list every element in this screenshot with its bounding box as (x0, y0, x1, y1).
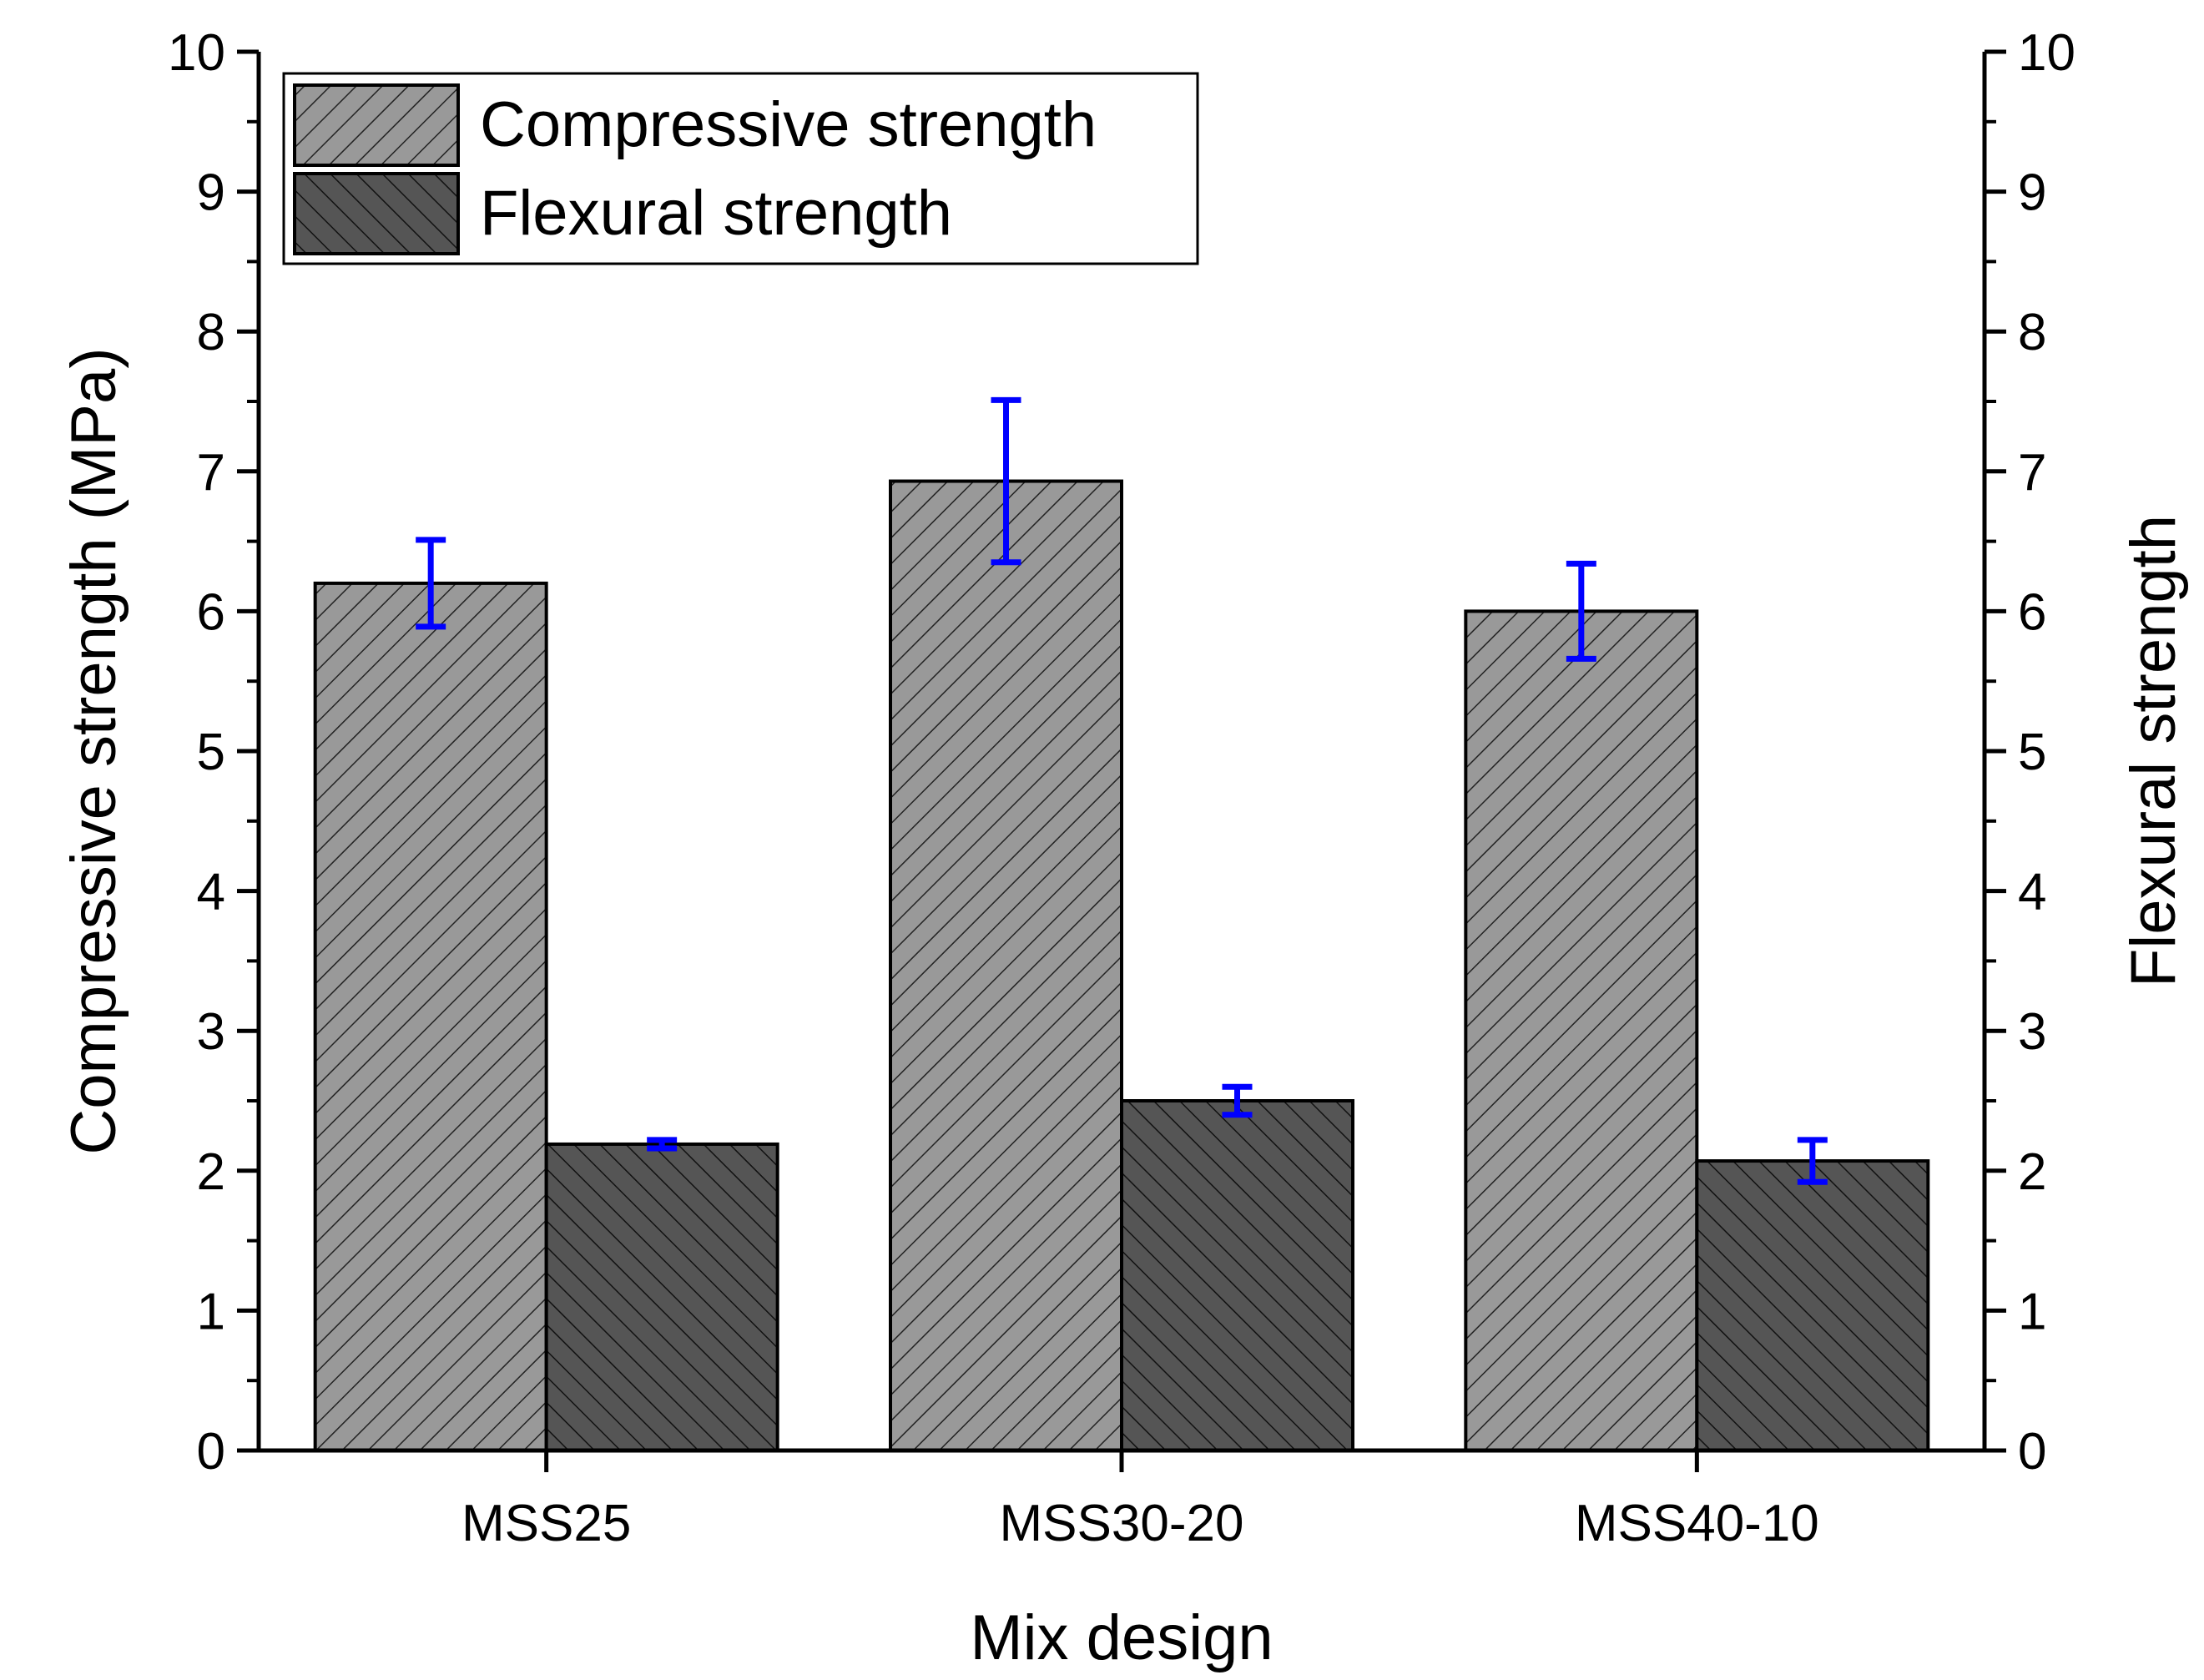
y-tick-label-right: 4 (2018, 864, 2046, 921)
bar-flexural-1 (1120, 1099, 1354, 1452)
x-axis-title: Mix design (970, 1602, 1273, 1673)
y-tick-label-left: 6 (197, 583, 225, 641)
x-tick-label: MSS25 (461, 1495, 631, 1552)
y-tick-label-left: 9 (197, 164, 225, 222)
y-tick-label-left: 5 (197, 724, 225, 781)
legend: Compressive strength Flexural strength (282, 72, 1199, 265)
y-tick-label-left: 8 (197, 304, 225, 361)
y-tick-label-left: 0 (197, 1423, 225, 1481)
bar-flexural-0 (544, 1142, 779, 1453)
legend-label-flexural: Flexural strength (480, 178, 952, 249)
error-bar-compressive-0 (416, 537, 446, 630)
y-tick-label-right: 3 (2018, 1003, 2046, 1061)
y-tick-label-left: 10 (168, 24, 225, 82)
y-tick-label-left: 7 (197, 444, 225, 502)
y-axis-title-left: Compressive strength (MPa) (58, 347, 129, 1154)
error-bar-flexural-0 (647, 1137, 678, 1152)
error-bar-flexural-1 (1222, 1083, 1253, 1118)
x-tick-label: MSS30-20 (1000, 1495, 1244, 1552)
error-bar-compressive-2 (1566, 560, 1596, 662)
y-tick-label-right: 10 (2018, 24, 2075, 82)
y-tick-label-right: 1 (2018, 1283, 2046, 1340)
error-bar-flexural-2 (1797, 1137, 1828, 1185)
bar-flexural-2 (1695, 1159, 1930, 1452)
error-bar-compressive-1 (991, 396, 1021, 566)
y-tick-label-right: 0 (2018, 1423, 2046, 1481)
y-tick-label-right: 5 (2018, 724, 2046, 781)
y-tick-label-left: 2 (197, 1143, 225, 1201)
y-tick-label-right: 8 (2018, 304, 2046, 361)
y-tick-label-left: 3 (197, 1003, 225, 1061)
y-tick-label-right: 6 (2018, 583, 2046, 641)
x-tick-label: MSS40-10 (1575, 1495, 1819, 1552)
legend-swatch-compressive (293, 83, 460, 167)
legend-swatch-flexural (293, 172, 460, 255)
y-axis-title-right: Flexural strength (2118, 515, 2189, 987)
y-tick-label-left: 1 (197, 1283, 225, 1340)
y-tick-label-right: 7 (2018, 444, 2046, 502)
y-tick-label-right: 2 (2018, 1143, 2046, 1201)
bar-compressive-1 (889, 479, 1123, 1452)
bar-compressive-0 (313, 581, 548, 1452)
legend-label-compressive: Compressive strength (480, 89, 1097, 160)
bar-compressive-2 (1464, 609, 1699, 1452)
axes-layer: 0 0 1 1 2 2 3 3 4 4 5 5 6 6 7 7 8 8 9 9 10 10 MSS25 MSS30-20 MSS… (58, 24, 2189, 1673)
bars-layer (313, 396, 1930, 1453)
y-tick-label-right: 9 (2018, 164, 2046, 222)
y-tick-label-left: 4 (197, 864, 225, 921)
